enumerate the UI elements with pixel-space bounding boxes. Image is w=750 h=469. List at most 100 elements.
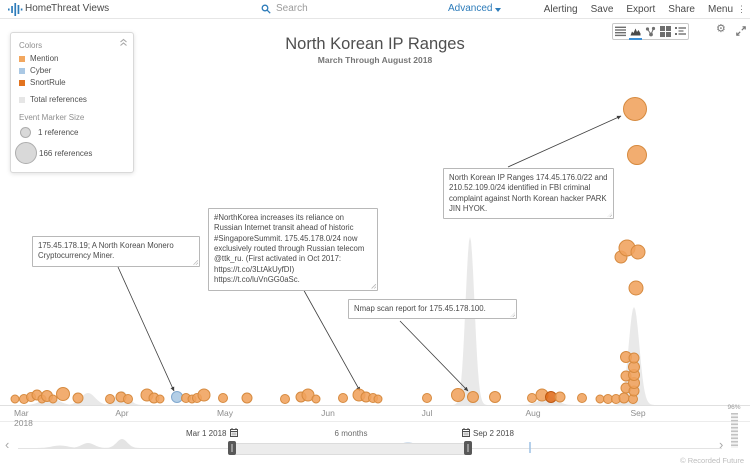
chevron-down-icon — [495, 7, 502, 12]
slider-selected-range[interactable] — [232, 443, 470, 455]
annotation-text: Nmap scan report for 175.45.178.100. — [354, 304, 486, 313]
resize-handle-icon[interactable] — [510, 312, 515, 318]
search-input[interactable]: Search — [261, 0, 308, 18]
event-bubble[interactable] — [338, 393, 348, 403]
event-bubble[interactable] — [489, 391, 501, 403]
nav-home[interactable]: Home — [25, 3, 52, 14]
table-view-button[interactable] — [613, 24, 628, 39]
calendar-icon[interactable] — [230, 428, 238, 437]
table-view-icon — [615, 26, 626, 37]
annotation-text: 175.45.178.19; A North Korean Monero Cry… — [38, 241, 174, 261]
legend-marker-large: 166 references — [15, 142, 125, 164]
event-bubble[interactable] — [72, 392, 84, 404]
annotation-arrow — [117, 266, 175, 392]
reference-density-area — [101, 439, 143, 448]
slider-handle-left[interactable] — [228, 441, 236, 455]
legend-panel: Colors Mention Cyber SnortRule Total ref… — [10, 32, 134, 173]
event-bubble[interactable] — [577, 393, 587, 403]
annotation-box[interactable]: North Korean IP Ranges 174.45.176.0/22 a… — [443, 168, 614, 220]
advanced-label: Advanced — [448, 3, 493, 14]
legend-item-mention: Mention — [19, 54, 125, 63]
event-bubble[interactable] — [280, 394, 290, 404]
network-view-button[interactable] — [643, 24, 658, 39]
legend-label: 1 reference — [38, 128, 79, 137]
slider-duration-label: 6 months — [334, 429, 368, 438]
annotation-arrow — [507, 115, 622, 168]
event-bubble[interactable] — [10, 394, 20, 404]
page-title: North Korean IP Ranges — [285, 35, 465, 53]
annotation-box[interactable]: Nmap scan report for 175.45.178.100. — [348, 299, 517, 320]
event-bubble[interactable] — [48, 394, 58, 404]
view-mode-toolbar — [612, 23, 689, 40]
event-bubble[interactable] — [595, 394, 605, 404]
recorded-future-logo[interactable] — [8, 3, 23, 16]
event-bubble[interactable] — [628, 352, 640, 364]
advanced-search-button[interactable]: Advanced — [448, 0, 502, 18]
event-bubble[interactable] — [123, 394, 133, 404]
timeline-view-icon — [630, 28, 641, 36]
calendar-icon[interactable] — [462, 428, 470, 437]
nav-alerting[interactable]: Alerting — [543, 3, 578, 15]
resize-handle-icon[interactable] — [193, 259, 198, 265]
legend-label: Mention — [30, 54, 59, 63]
event-bubble[interactable] — [155, 394, 165, 404]
event-bubble[interactable] — [197, 388, 211, 402]
grid-view-icon — [660, 26, 671, 37]
annotation-text: North Korean IP Ranges 174.45.176.0/22 a… — [449, 173, 608, 214]
legend-label: Total references — [30, 95, 87, 104]
timeline-view-button[interactable] — [628, 24, 643, 40]
annotation-arrow — [399, 320, 469, 392]
grid-view-button[interactable] — [658, 24, 673, 39]
mention-swatch — [19, 55, 25, 62]
event-bubble[interactable] — [311, 394, 321, 404]
event-bubble[interactable] — [627, 145, 647, 165]
nav-share[interactable]: Share — [668, 3, 695, 15]
nav-threat-views[interactable]: Threat Views — [51, 3, 110, 14]
legend-marker-small: 1 reference — [19, 126, 125, 139]
slider-scroll-left-icon[interactable]: ‹ — [5, 437, 10, 452]
annotation-box[interactable]: 175.45.178.19; A North Korean Monero Cry… — [32, 236, 200, 267]
event-bubble[interactable] — [451, 388, 465, 402]
vertical-scale-slider[interactable] — [731, 413, 738, 448]
search-placeholder: Search — [276, 3, 308, 14]
resize-handle-icon[interactable] — [607, 212, 612, 218]
settings-gear-icon[interactable]: ⚙ — [716, 23, 726, 35]
event-bubble[interactable] — [623, 97, 647, 121]
event-bubble[interactable] — [618, 392, 630, 404]
reference-density-area — [60, 393, 116, 405]
legend-item-cyber: Cyber — [19, 66, 125, 75]
event-bubble[interactable] — [527, 393, 537, 403]
event-bubble[interactable] — [373, 394, 383, 404]
legend-marker-size-title: Event Marker Size — [19, 113, 85, 122]
legend-label: Cyber — [30, 66, 52, 75]
nav-menu[interactable]: Menu — [707, 3, 733, 15]
nav-export[interactable]: Export — [626, 3, 656, 15]
event-bubble[interactable] — [422, 393, 432, 403]
nav-save[interactable]: Save — [590, 3, 614, 15]
reference-density-area — [64, 443, 112, 448]
resize-handle-icon[interactable] — [371, 283, 376, 289]
event-bubble[interactable] — [218, 393, 228, 403]
event-bubble[interactable] — [171, 391, 183, 403]
event-bubble[interactable] — [241, 392, 253, 404]
event-bubble[interactable] — [467, 391, 479, 403]
event-bubble[interactable] — [105, 394, 115, 404]
event-bubble[interactable] — [554, 391, 566, 403]
slider-end-date[interactable]: Sep 2 2018 — [473, 429, 514, 438]
slider-scroll-right-icon[interactable]: › — [719, 437, 724, 452]
kebab-menu-icon[interactable]: ⋮ — [737, 3, 746, 14]
slider-start-date[interactable]: Mar 1 2018 — [186, 429, 227, 438]
event-bubble[interactable] — [628, 280, 644, 296]
list-view-button[interactable] — [673, 24, 688, 39]
expand-fullscreen-icon[interactable] — [735, 25, 747, 37]
event-bubble[interactable] — [56, 387, 70, 401]
list-view-icon — [675, 27, 686, 35]
page-subtitle: March Through August 2018 — [317, 55, 433, 65]
legend-label: SnortRule — [30, 78, 66, 87]
event-bubble[interactable] — [630, 244, 646, 260]
collapse-panel-icon[interactable] — [119, 38, 128, 47]
annotation-box[interactable]: #NorthKorea increases its reliance on Ru… — [208, 208, 378, 291]
slider-handle-right[interactable] — [464, 441, 472, 455]
